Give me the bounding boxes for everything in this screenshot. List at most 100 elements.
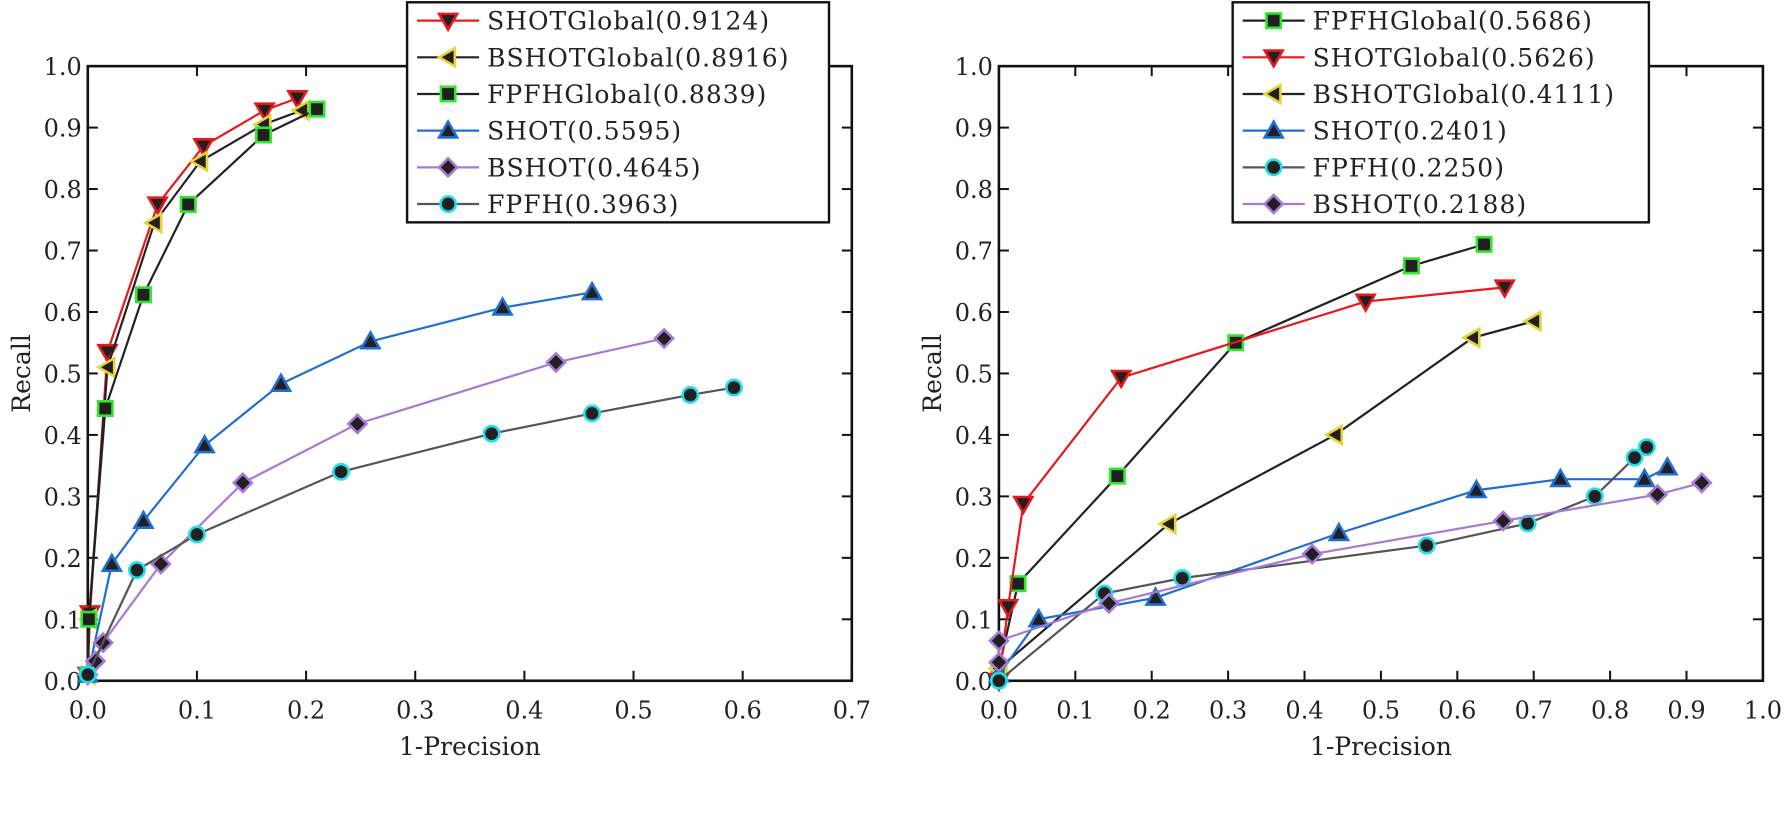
data-point <box>142 211 163 235</box>
y-tick-label: 0.6 <box>44 299 82 327</box>
data-point <box>1354 293 1377 314</box>
data-point <box>724 378 743 397</box>
data-point <box>96 399 114 417</box>
data-point <box>580 280 604 301</box>
y-tick-label: 0.5 <box>955 360 993 388</box>
panel-b: 0.0 0.1 0.2 0.3 0.4 0.5 0.6 0.7 0.8 0.9 1.0 0.0 0.1 0… <box>918 1 1782 761</box>
legend: FPFHGlobal(0.5686) SHOTGlobal(0.5626) BSHO… <box>1231 1 1651 224</box>
x-tick-label: 0.2 <box>1133 696 1171 724</box>
x-axis-title: 1-Precision <box>1310 732 1452 761</box>
data-point <box>193 433 216 454</box>
y-axis-title: Recall <box>918 334 947 413</box>
data-point <box>269 372 293 392</box>
legend-marker <box>436 46 457 69</box>
legend-marker <box>1264 158 1283 177</box>
series-line <box>998 320 1535 670</box>
y-tick-label: 0.7 <box>955 238 993 266</box>
legend-label: SHOT(0.2401) <box>1313 117 1508 146</box>
y-tick-label: 0.3 <box>44 483 82 511</box>
legend-label: SHOT(0.5595) <box>487 117 682 146</box>
series-line <box>998 446 1648 682</box>
series-line <box>86 291 593 675</box>
y-tick-label: 0.8 <box>955 176 993 204</box>
y-tick-label: 0.0 <box>955 668 993 696</box>
y-tick-label: 0.0 <box>44 668 82 696</box>
data-point <box>1465 478 1488 499</box>
data-point <box>1098 592 1120 615</box>
legend-marker <box>1265 12 1283 30</box>
data-point <box>545 351 567 374</box>
series-line <box>86 386 735 676</box>
legend-marker <box>437 156 459 179</box>
data-point <box>1549 467 1572 488</box>
x-tick-label: 0.7 <box>1515 696 1553 724</box>
y-tick-label: 0.5 <box>44 360 82 388</box>
x-tick-label: 0.0 <box>980 696 1018 724</box>
data-point <box>583 404 601 423</box>
legend-marker <box>1262 119 1285 139</box>
data-point <box>187 525 206 544</box>
legend-label: SHOTGlobal(0.5626) <box>1313 43 1596 72</box>
x-tick-label: 0.5 <box>614 696 652 724</box>
x-tick-label: 0.8 <box>1591 696 1629 724</box>
y-tick-label: 0.2 <box>44 545 82 573</box>
data-point <box>100 552 124 573</box>
series-line <box>86 97 298 675</box>
legend-box <box>405 1 831 224</box>
y-tick-label: 1.0 <box>44 53 82 81</box>
series-line <box>997 243 1485 669</box>
data-point <box>1522 309 1542 333</box>
x-tick-label: 0.5 <box>1362 696 1400 724</box>
series-bshot <box>988 472 1713 674</box>
data-point <box>308 100 326 118</box>
data-point <box>1492 510 1514 532</box>
series-shot <box>987 455 1679 683</box>
y-tick-label: 0.4 <box>955 422 993 450</box>
data-point <box>1402 257 1420 275</box>
legend: SHOTGlobal(0.9124) BSHOTGlobal(0.8916) FPF… <box>405 1 831 224</box>
y-tick-label: 0.9 <box>44 115 82 143</box>
data-point <box>80 610 98 628</box>
x-tick-label: 0.9 <box>1667 696 1705 724</box>
legend-label: BSHOTGlobal(0.8916) <box>487 43 789 72</box>
data-point <box>989 671 1008 690</box>
x-tick-label: 0.1 <box>1056 696 1094 724</box>
data-point <box>231 472 254 494</box>
y-tick-label: 0.8 <box>44 176 82 204</box>
y-tick-label: 0.6 <box>955 299 993 327</box>
data-point <box>1144 586 1167 606</box>
data-point <box>1109 369 1133 390</box>
y-tick-label: 0.1 <box>44 606 82 634</box>
data-point <box>1475 235 1493 253</box>
series-bshot <box>76 327 675 686</box>
data-point <box>1108 467 1126 485</box>
data-point <box>653 327 675 350</box>
data-point <box>179 195 197 213</box>
data-point <box>1327 521 1351 542</box>
data-point <box>1493 279 1516 300</box>
legend-label: BSHOT(0.2188) <box>1313 190 1527 219</box>
x-tick-label: 0.6 <box>1438 696 1476 724</box>
x-tick-label: 0.0 <box>69 696 107 724</box>
data-point <box>1656 455 1679 476</box>
data-point <box>188 150 209 173</box>
legend-label: BSHOTGlobal(0.4111) <box>1313 80 1615 109</box>
legend-box <box>1231 1 1651 224</box>
data-point <box>1625 448 1644 467</box>
x-tick-label: 0.7 <box>833 696 871 724</box>
data-point <box>192 137 215 158</box>
data-point <box>1323 423 1344 447</box>
series-line <box>86 337 665 676</box>
data-point <box>132 509 155 530</box>
x-tick-label: 0.2 <box>287 696 325 724</box>
data-point <box>988 629 1010 652</box>
series-shot <box>76 280 604 683</box>
data-point <box>491 296 514 316</box>
data-point <box>482 424 501 443</box>
data-point <box>332 462 350 481</box>
data-point <box>996 598 1020 619</box>
x-axis-title: 1-Precision <box>399 732 541 761</box>
data-point <box>359 329 382 350</box>
series-bshotglobal <box>987 309 1542 680</box>
